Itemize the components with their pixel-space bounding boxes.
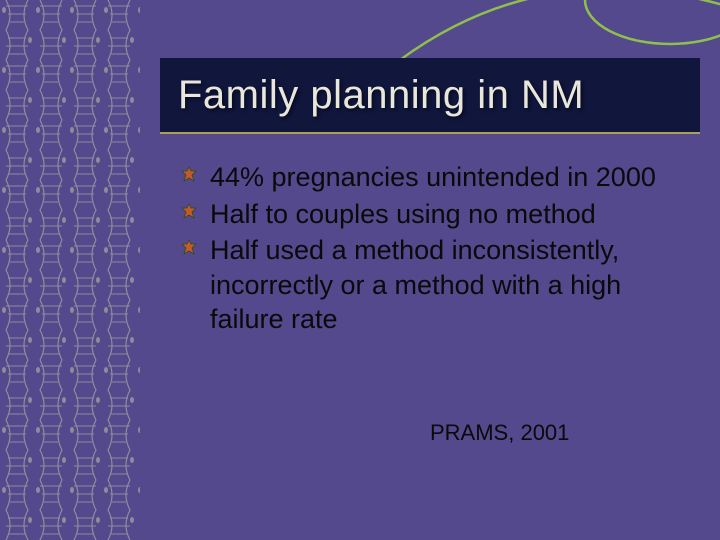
slide-body: 44% pregnancies unintended in 2000 Half … <box>180 160 670 339</box>
bullet-icon <box>180 166 198 184</box>
list-item: Half to couples using no method <box>180 197 670 232</box>
bullet-list: 44% pregnancies unintended in 2000 Half … <box>180 160 670 337</box>
slide-title: Family planning in NM <box>178 73 584 118</box>
bullet-text: Half to couples using no method <box>210 199 596 229</box>
list-item: 44% pregnancies unintended in 2000 <box>180 160 670 195</box>
list-item: Half used a method inconsistently, incor… <box>180 233 670 337</box>
citation: PRAMS, 2001 <box>430 420 569 446</box>
bullet-icon <box>180 239 198 257</box>
bullet-text: 44% pregnancies unintended in 2000 <box>210 162 656 192</box>
border-pattern <box>0 0 140 540</box>
bullet-text: Half used a method inconsistently, incor… <box>210 235 621 334</box>
bullet-icon <box>180 203 198 221</box>
title-bar: Family planning in NM <box>160 58 700 134</box>
